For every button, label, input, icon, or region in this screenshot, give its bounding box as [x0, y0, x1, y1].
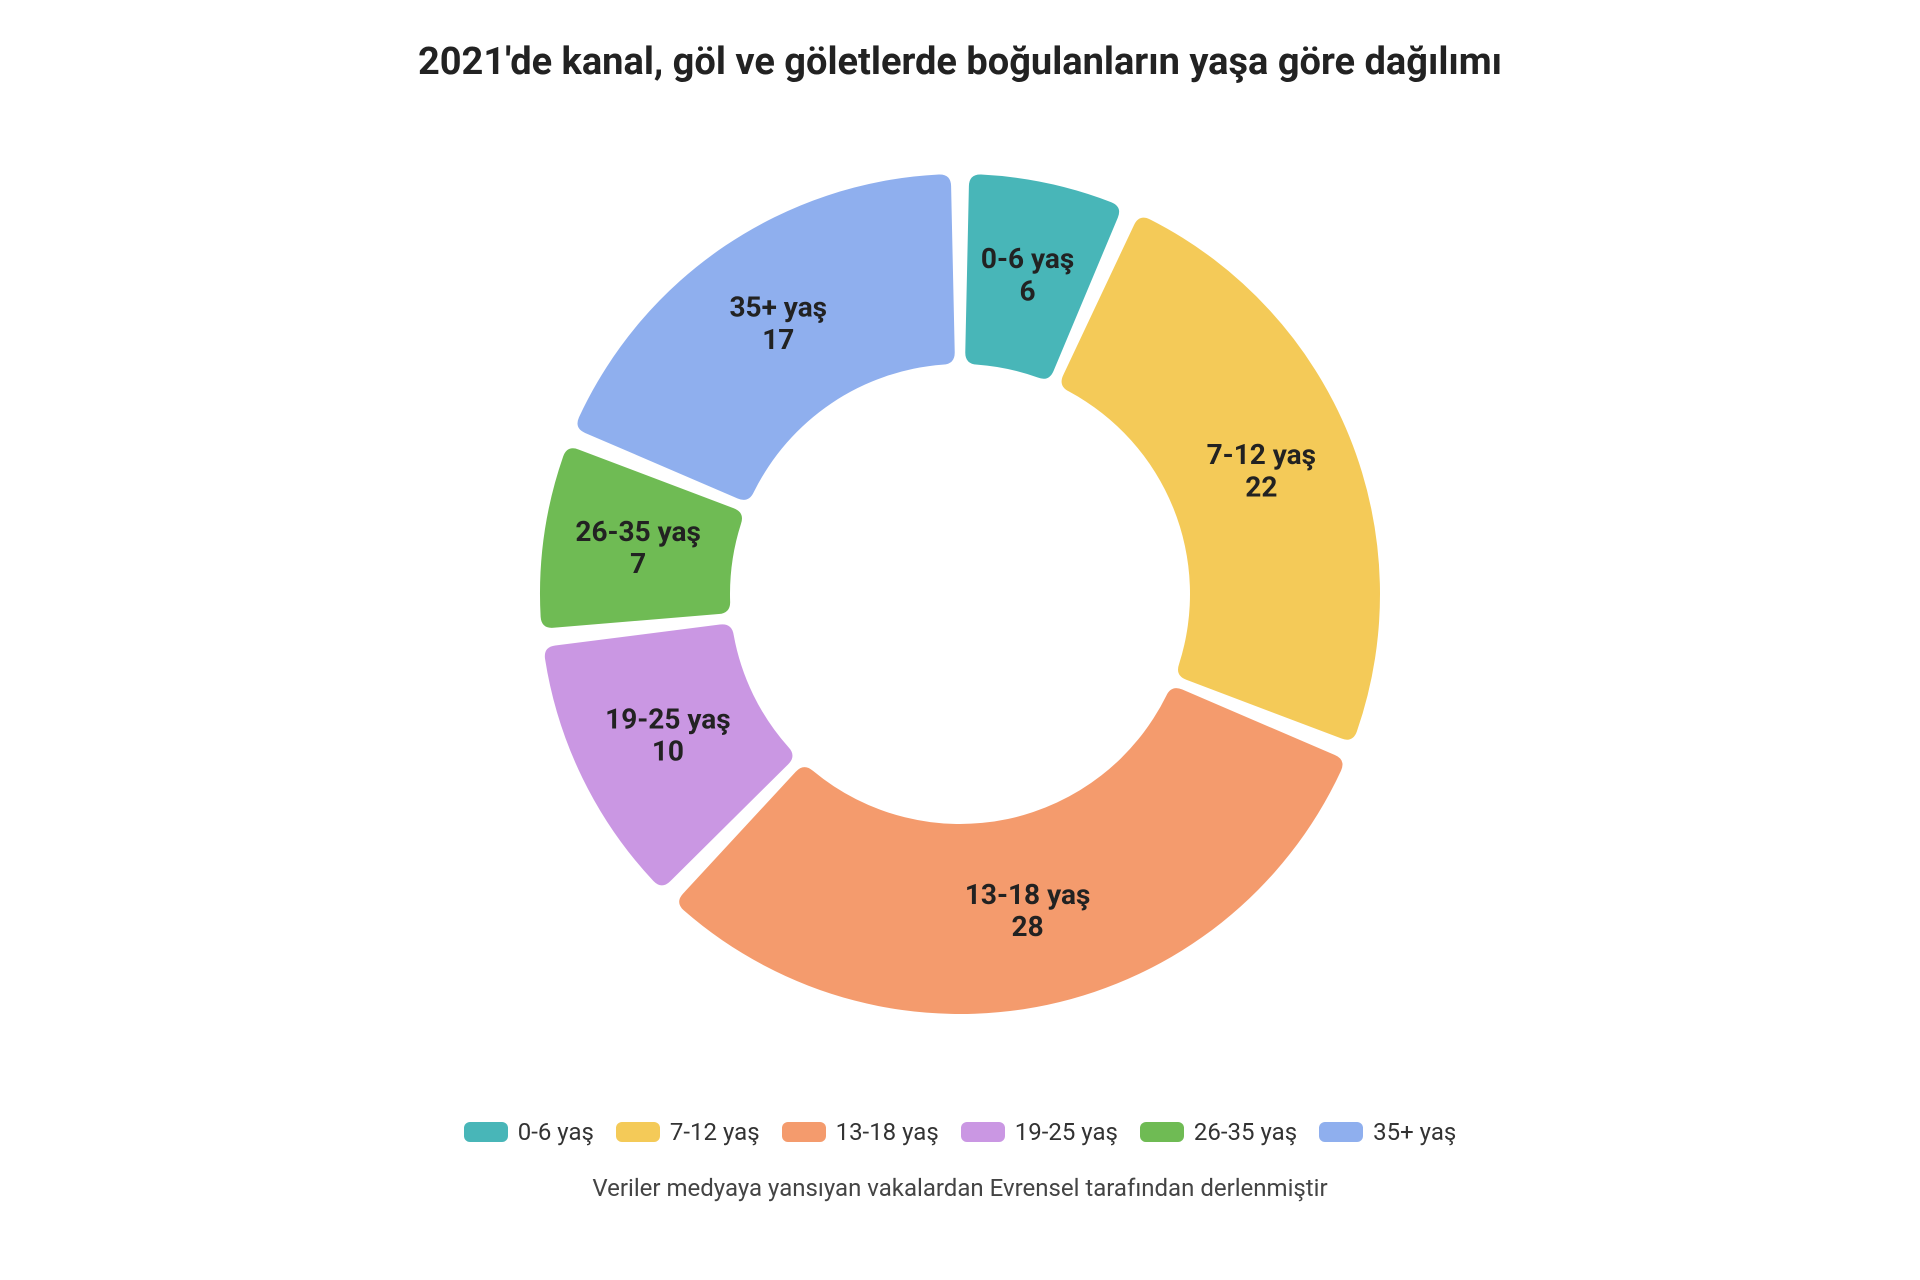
- legend-label: 0-6 yaş: [518, 1118, 594, 1146]
- legend-label: 19-25 yaş: [1015, 1118, 1118, 1146]
- legend-label: 35+ yaş: [1373, 1118, 1456, 1146]
- legend-swatch: [961, 1122, 1005, 1142]
- legend-item: 0-6 yaş: [464, 1118, 594, 1146]
- donut-chart: 0-6 yaş6 7-12 yaş22 13-18 yaş28 19-25 yaş10…: [460, 94, 1460, 1098]
- donut-svg: 0-6 yaş6 7-12 yaş22 13-18 yaş28 19-25 yaş10…: [460, 94, 1460, 1094]
- legend-swatch: [464, 1122, 508, 1142]
- legend-swatch: [782, 1122, 826, 1142]
- legend-item: 26-35 yaş: [1140, 1118, 1297, 1146]
- slice-label: 7-12 yaş: [1207, 438, 1316, 471]
- slice-value: 22: [1245, 470, 1277, 503]
- slice-label: 19-25 yaş: [605, 702, 731, 735]
- slice-label: 13-18 yaş: [965, 878, 1091, 911]
- slice-value: 28: [1012, 910, 1044, 943]
- donut-slice: [1062, 218, 1380, 740]
- slice-value: 6: [1020, 274, 1036, 307]
- slice-label: 0-6 yaş: [981, 242, 1074, 275]
- slice-value: 10: [652, 735, 684, 768]
- legend-label: 7-12 yaş: [670, 1118, 760, 1146]
- legend-swatch: [1140, 1122, 1184, 1142]
- legend-item: 19-25 yaş: [961, 1118, 1118, 1146]
- legend-label: 26-35 yaş: [1194, 1118, 1297, 1146]
- legend-swatch: [616, 1122, 660, 1142]
- legend-label: 13-18 yaş: [836, 1118, 939, 1146]
- chart-footnote: Veriler medyaya yansıyan vakalardan Evre…: [592, 1174, 1327, 1202]
- legend-item: 35+ yaş: [1319, 1118, 1456, 1146]
- slice-value: 7: [630, 547, 646, 580]
- legend-swatch: [1319, 1122, 1363, 1142]
- slice-label: 35+ yaş: [729, 291, 827, 324]
- slice-label: 26-35 yaş: [575, 515, 701, 548]
- legend: 0-6 yaş 7-12 yaş 13-18 yaş 19-25 yaş 26-35 y…: [464, 1118, 1457, 1146]
- slice-value: 17: [762, 323, 794, 356]
- chart-container: 2021'de kanal, göl ve göletlerde boğulan…: [0, 0, 1920, 1280]
- chart-title: 2021'de kanal, göl ve göletlerde boğulan…: [418, 40, 1502, 84]
- legend-item: 13-18 yaş: [782, 1118, 939, 1146]
- legend-item: 7-12 yaş: [616, 1118, 760, 1146]
